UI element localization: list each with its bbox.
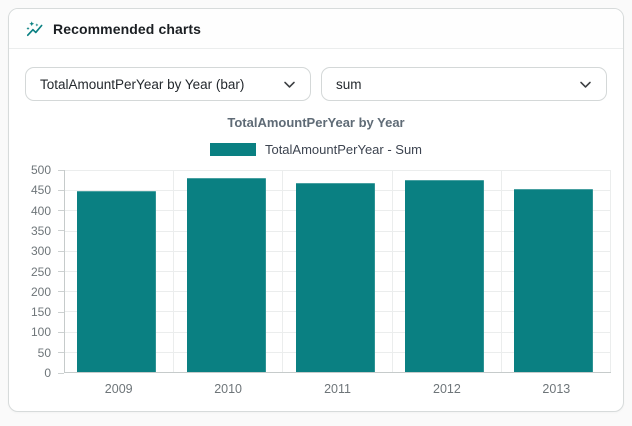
x-tick-label: 2013 — [542, 382, 571, 396]
y-tick-mark — [58, 230, 64, 232]
plot-area — [64, 170, 612, 373]
chevron-down-icon — [282, 77, 297, 92]
chart-type-select-value: TotalAmountPerYear by Year (bar) — [40, 76, 245, 92]
band-2010 — [174, 170, 284, 372]
recommended-charts-panel: Recommended charts TotalAmountPerYear by… — [8, 8, 624, 412]
y-tick-mark — [58, 169, 64, 171]
y-tick-mark — [58, 250, 64, 252]
bar-2011[interactable] — [295, 182, 375, 372]
chart-type-select[interactable]: TotalAmountPerYear by Year (bar) — [25, 67, 311, 101]
y-tick-label: 300 — [30, 244, 51, 259]
x-tick-label: 2009 — [104, 382, 133, 396]
band-2012 — [393, 170, 502, 372]
panel-title: Recommended charts — [53, 20, 202, 37]
y-tick-label: 100 — [30, 325, 51, 340]
y-tick-label: 500 — [30, 163, 51, 177]
y-tick-label: 200 — [30, 284, 51, 299]
bar-2013[interactable] — [514, 189, 594, 372]
y-tick-label: 150 — [30, 305, 51, 320]
chart-controls: TotalAmountPerYear by Year (bar) sum — [9, 49, 623, 101]
y-tick-mark — [58, 372, 64, 374]
band-2013 — [502, 170, 612, 372]
x-tick-label: 2011 — [324, 382, 351, 396]
y-tick-label: 250 — [30, 264, 51, 279]
bar-chart: 500 450 400 350 300 250 200 150 100 50 0 — [17, 164, 612, 379]
y-tick-mark — [58, 352, 64, 354]
y-tick-label: 0 — [44, 366, 51, 380]
panel-header: Recommended charts — [9, 9, 623, 49]
bar-2009[interactable] — [77, 191, 157, 372]
aggregation-select[interactable]: sum — [321, 67, 607, 101]
y-tick-mark — [58, 189, 64, 191]
y-tick-label: 350 — [30, 223, 51, 238]
chart-title: TotalAmountPerYear by Year — [227, 115, 405, 130]
chevron-down-icon — [578, 77, 593, 92]
legend-label: TotalAmountPerYear - Sum — [264, 142, 423, 157]
y-tick-mark — [58, 210, 64, 212]
x-tick-label: 2010 — [214, 382, 243, 396]
aggregation-select-value: sum — [336, 76, 362, 92]
x-tick-label: 2012 — [433, 382, 461, 396]
bar-2010[interactable] — [186, 178, 266, 372]
y-tick-mark — [58, 311, 64, 313]
y-tick-label: 450 — [30, 183, 51, 198]
bar-2012[interactable] — [405, 179, 485, 372]
plot-bands — [65, 170, 612, 372]
y-tick-mark — [58, 271, 64, 272]
y-tick-label: 400 — [30, 203, 51, 218]
x-axis: 2009 2010 2011 2012 2013 — [64, 373, 611, 396]
band-2009 — [65, 170, 175, 372]
legend-swatch — [209, 143, 256, 156]
y-tick-mark — [58, 331, 64, 333]
y-tick-label: 50 — [37, 345, 51, 360]
gridline — [65, 170, 611, 171]
y-axis: 500 450 400 350 300 250 200 150 100 50 0 — [17, 164, 64, 379]
auto-graph-icon — [25, 19, 44, 38]
band-2011 — [283, 170, 393, 372]
y-tick-mark — [58, 291, 64, 293]
chart-legend: TotalAmountPerYear - Sum — [9, 142, 623, 157]
